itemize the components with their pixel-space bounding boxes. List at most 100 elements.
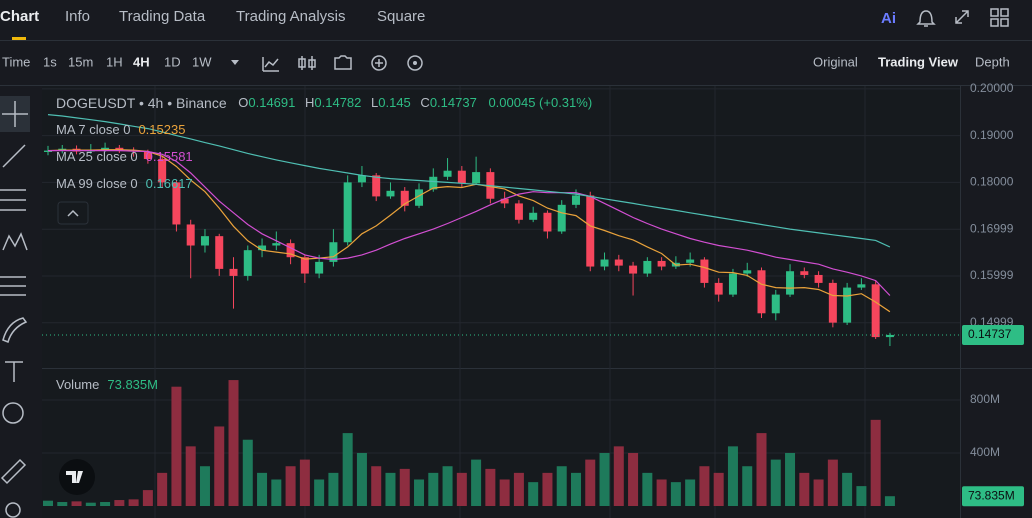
- logo-mark: [66, 471, 83, 483]
- text-tool[interactable]: [5, 361, 23, 382]
- volume-bar: [613, 446, 624, 506]
- zoom-tool[interactable]: [5, 502, 21, 518]
- candle-body: [115, 147, 124, 151]
- candle-body: [443, 170, 452, 177]
- collapse-button[interactable]: [57, 201, 89, 225]
- volume-bar: [670, 482, 681, 506]
- ma-value: 0.15235: [138, 122, 185, 137]
- ma-line: [47, 149, 891, 313]
- candle-body: [300, 257, 309, 274]
- volume-bar: [727, 446, 738, 506]
- interval[interactable]: 1W: [192, 54, 212, 69]
- volume-bar: [100, 502, 111, 506]
- candle-body: [871, 284, 880, 338]
- tab[interactable]: Info: [65, 8, 90, 25]
- volume-bar: [371, 466, 382, 506]
- ma-legend: MA 7 close 0 0.15235: [56, 122, 185, 137]
- interval[interactable]: Time: [2, 54, 30, 69]
- emoji-tool[interactable]: [2, 402, 24, 424]
- tab[interactable]: Square: [377, 8, 425, 25]
- candle-body: [728, 273, 737, 295]
- ohlc-label: C: [420, 95, 429, 110]
- symbol: DOGEUSDT • 4h • Binance: [56, 95, 227, 111]
- interval[interactable]: 1s: [43, 54, 57, 69]
- candle-icon[interactable]: [298, 56, 316, 70]
- volume-bar: [114, 500, 125, 506]
- candle-body: [643, 260, 652, 274]
- interval[interactable]: 1H: [106, 54, 123, 69]
- candle-body: [529, 212, 538, 220]
- tab[interactable]: Trading Data: [119, 8, 206, 25]
- candle-body: [700, 259, 709, 283]
- camera-icon[interactable]: [334, 55, 352, 70]
- volume-bar: [171, 386, 182, 506]
- view-option[interactable]: Trading View: [878, 54, 959, 69]
- volume-bar: [513, 472, 524, 506]
- indicator-icon[interactable]: [262, 57, 279, 72]
- interval[interactable]: 1D: [164, 54, 181, 69]
- layout-icon[interactable]: [990, 8, 1009, 27]
- chart-legend: DOGEUSDT • 4h • Binance O0.14691 H0.1478…: [56, 95, 592, 111]
- tab[interactable]: Trading Analysis: [236, 8, 346, 25]
- candle-body: [828, 282, 837, 323]
- volume-bar: [799, 472, 810, 506]
- dropdown-icon[interactable]: [231, 60, 239, 65]
- channel-tool[interactable]: [0, 189, 26, 211]
- candle-body: [243, 250, 252, 276]
- pattern-tool[interactable]: [2, 232, 28, 251]
- volume-bar: [385, 472, 396, 506]
- ma-line: [48, 150, 891, 296]
- candle-body: [315, 261, 324, 274]
- view-option[interactable]: Original: [813, 54, 858, 69]
- candle-body: [457, 170, 466, 184]
- price-tag: [962, 324, 1024, 345]
- candle-body: [814, 274, 823, 283]
- settings-icon[interactable]: [407, 55, 423, 71]
- candle-body: [143, 151, 152, 160]
- volume-tag: [962, 486, 1024, 507]
- candle-body: [172, 182, 181, 225]
- line-tool[interactable]: [2, 144, 26, 168]
- volume-bar: [642, 472, 653, 506]
- view-option[interactable]: Depth: [975, 54, 1010, 69]
- candle-body: [101, 147, 110, 150]
- brush-tool[interactable]: [2, 317, 28, 344]
- ai-button[interactable]: Ai: [881, 10, 896, 27]
- collapse-icon: [67, 209, 79, 217]
- add-icon[interactable]: [371, 55, 387, 71]
- candle-body: [543, 212, 552, 232]
- volume-bar: [157, 472, 168, 506]
- ma-name: MA 99 close 0: [56, 176, 138, 191]
- candle-body: [586, 195, 595, 267]
- candle-body: [400, 190, 409, 206]
- chart-area: [42, 86, 960, 518]
- ohlc-value: 0.14782: [314, 95, 361, 110]
- volume-bar: [827, 459, 838, 506]
- volume-bar: [142, 490, 153, 506]
- fib-tool[interactable]: [0, 276, 26, 296]
- tab[interactable]: Chart: [0, 8, 39, 25]
- bell-icon[interactable]: [916, 10, 936, 27]
- ruler-tool[interactable]: [0, 458, 27, 485]
- volume-bar: [842, 472, 853, 506]
- volume-bar: [442, 466, 453, 506]
- volume-bar: [599, 452, 610, 506]
- crosshair-tool[interactable]: [2, 101, 28, 127]
- candle-body: [743, 270, 752, 274]
- volume-bar: [399, 468, 410, 506]
- y-tick-label: 0.18000: [970, 175, 1014, 189]
- ohlc-value: 0.14737: [430, 95, 477, 110]
- interval[interactable]: 4H: [133, 54, 150, 69]
- volume-bar: [185, 446, 196, 506]
- volume-bar: [314, 479, 325, 506]
- candle-body: [186, 224, 195, 246]
- y-tick-label: 0.15999: [970, 268, 1014, 282]
- candle-body: [686, 259, 695, 263]
- candle-body: [343, 182, 352, 243]
- ohlc-value: 0.14691: [248, 95, 295, 110]
- interval[interactable]: 15m: [68, 54, 93, 69]
- expand-icon[interactable]: [955, 10, 969, 24]
- volume-bar: [884, 496, 895, 506]
- volume-bar: [128, 499, 139, 506]
